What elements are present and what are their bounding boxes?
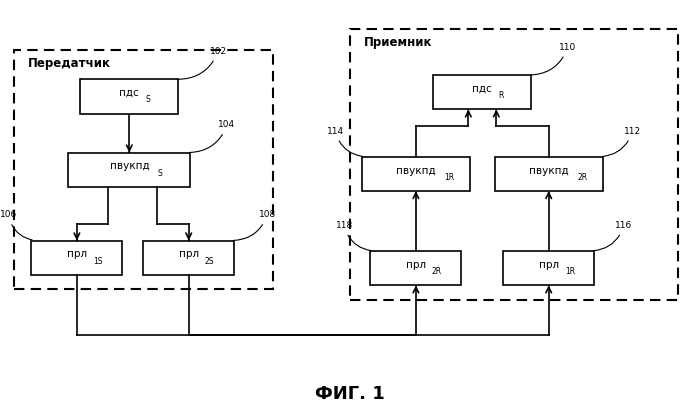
Text: Передатчик: Передатчик — [28, 57, 111, 70]
Text: 110: 110 — [531, 43, 577, 75]
Text: 1R: 1R — [565, 267, 575, 276]
Text: прл: прл — [539, 260, 559, 270]
Text: пвукпд: пвукпд — [396, 166, 435, 176]
Text: 112: 112 — [602, 127, 641, 157]
Bar — [494, 157, 603, 191]
Bar — [69, 153, 190, 187]
Text: 2R: 2R — [432, 267, 442, 276]
Text: S: S — [158, 168, 163, 178]
Text: R: R — [498, 91, 504, 100]
Bar — [31, 241, 122, 275]
Bar — [143, 241, 234, 275]
Bar — [80, 79, 178, 114]
Text: 102: 102 — [178, 47, 226, 79]
Bar — [370, 251, 461, 285]
Text: пдс: пдс — [120, 88, 139, 98]
Text: прл: прл — [67, 249, 87, 259]
Text: 1S: 1S — [93, 256, 103, 266]
Text: 106: 106 — [0, 210, 32, 240]
Text: прл: прл — [179, 249, 199, 259]
Text: ФИГ. 1: ФИГ. 1 — [315, 385, 384, 403]
Bar — [362, 157, 470, 191]
Bar — [503, 251, 594, 285]
Text: 1R: 1R — [445, 173, 454, 182]
Text: 118: 118 — [336, 221, 371, 251]
Text: 2S: 2S — [205, 256, 215, 266]
Bar — [350, 29, 678, 300]
Text: Приемник: Приемник — [363, 36, 432, 49]
Text: 116: 116 — [593, 221, 633, 251]
Text: пвукпд: пвукпд — [529, 166, 568, 176]
Text: 114: 114 — [326, 127, 363, 156]
Bar — [14, 50, 273, 289]
Text: 108: 108 — [233, 210, 276, 241]
Text: пдс: пдс — [473, 84, 492, 94]
Bar — [433, 75, 531, 109]
Text: S: S — [145, 95, 150, 104]
Text: пвукпд: пвукпд — [110, 161, 149, 171]
Text: 2R: 2R — [577, 173, 587, 182]
Text: 104: 104 — [189, 120, 236, 153]
Text: прл: прл — [406, 260, 426, 270]
